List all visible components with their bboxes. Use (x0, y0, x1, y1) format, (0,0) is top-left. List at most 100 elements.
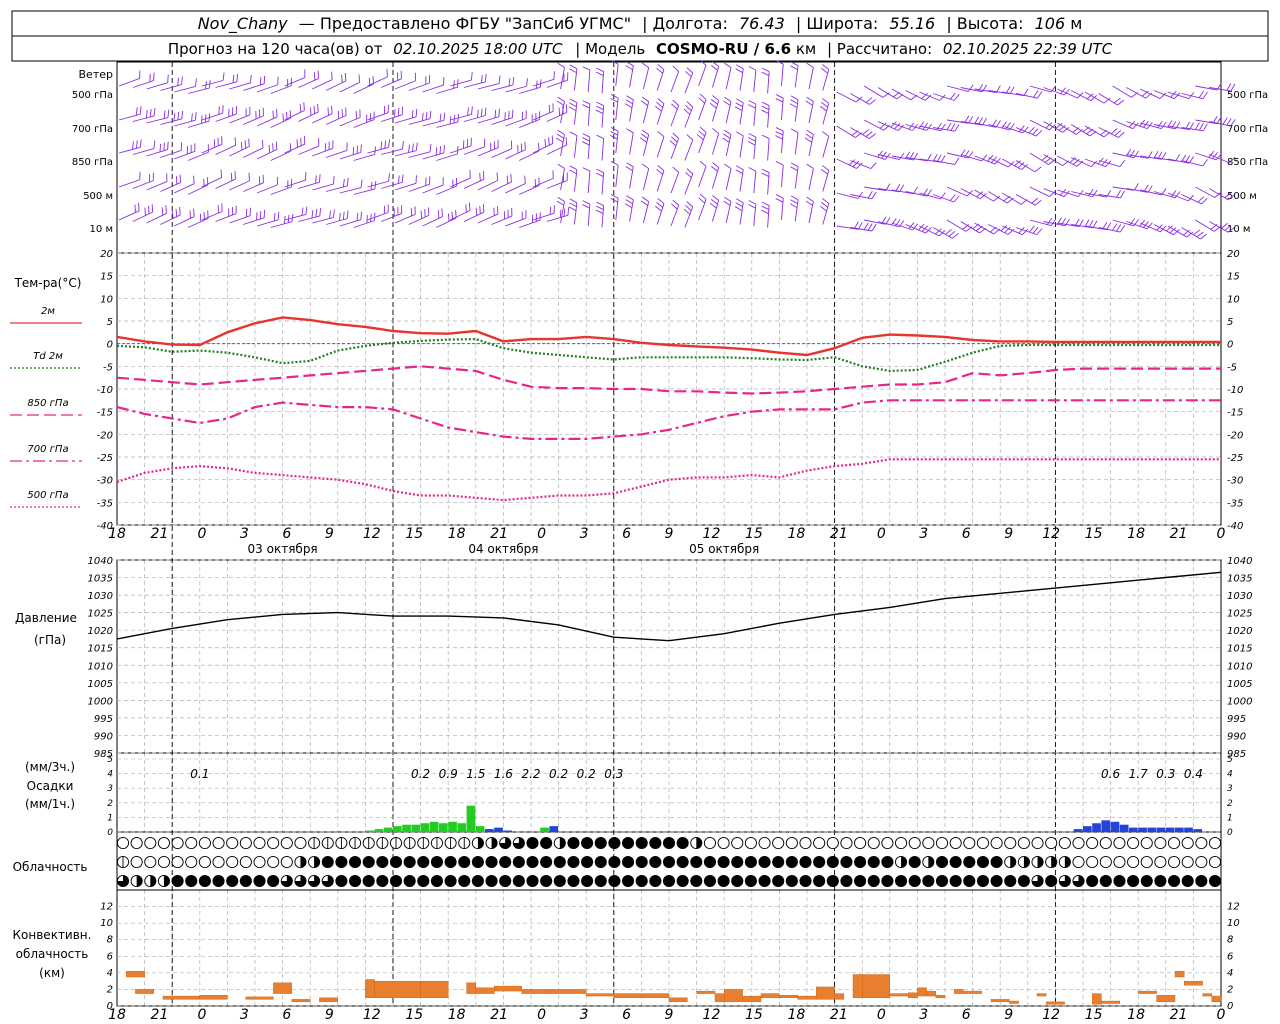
wind-barb (243, 75, 266, 91)
wind-barb (761, 134, 770, 161)
conv-bar (852, 974, 863, 998)
cloud-symbol (1154, 874, 1167, 888)
cloud-symbol (949, 855, 962, 869)
prec-bar (1147, 827, 1157, 832)
cloud-symbol (662, 874, 676, 888)
hour-tick-label-bottom: 9 (665, 1007, 674, 1023)
wind-barb (298, 70, 319, 88)
prec-total-label: 0.1 (190, 767, 209, 781)
wind-barb (187, 144, 209, 161)
cloud-symbol (499, 874, 512, 888)
cloud-symbol (171, 874, 184, 888)
pres-tick-label-right: 1020 (1227, 626, 1252, 637)
cloud-symbol (185, 855, 198, 869)
pres-tick-label: 1035 (88, 574, 113, 585)
hour-tick-label-top: 3 (580, 526, 589, 542)
temp-series-line (116, 316, 1221, 357)
wind-barb (284, 136, 306, 154)
hour-tick-label-bottom: 0 (537, 1007, 546, 1023)
wind-barb (256, 141, 278, 160)
wind-barb (1015, 160, 1042, 173)
wind-barb (569, 165, 578, 192)
wind-barb (734, 98, 744, 125)
wind-barb (684, 67, 694, 94)
cloud-symbol (348, 855, 362, 869)
wind-barb (270, 178, 293, 195)
wind-barb (408, 207, 430, 225)
wind-barb (118, 70, 141, 87)
wind-barb (422, 112, 446, 127)
wind-barb (1140, 120, 1167, 130)
wind-barb (734, 198, 744, 225)
wind-barb (697, 126, 707, 154)
cloud-symbol (267, 855, 280, 869)
cloud-symbol (1058, 855, 1071, 869)
cloud-symbol (1113, 855, 1126, 869)
wind-barb (626, 128, 634, 155)
cloud-symbol (308, 874, 321, 888)
cloud-symbol (1031, 855, 1044, 869)
wind-barb (174, 208, 195, 227)
computed-value: 02.10.2025 22:39 UTC (943, 40, 1113, 58)
cloud-symbol (226, 874, 239, 888)
cloud-symbol (1017, 836, 1030, 850)
cloud-symbol (1058, 874, 1071, 888)
conv-bar (1101, 1000, 1121, 1004)
wind-barb (877, 152, 905, 160)
temp-title: Тем-ра(°С) (14, 276, 82, 290)
conv-tick-label-right: 4 (1227, 968, 1233, 979)
prec-total-label: 0.3 (604, 767, 623, 781)
wind-barb (610, 127, 619, 154)
precipitation-panel: 5 5 4 4 3 3 2 2 1 1 0 0 (мм/3ч.) Осадки (мм/1ч.) 0.1 0.2… (25, 755, 1233, 838)
prec-bar (475, 826, 485, 832)
hour-tick-label-top: 18 (787, 526, 805, 542)
temp-tick-label: 10 (100, 294, 113, 305)
pres-tick-label-right: 1015 (1227, 644, 1252, 655)
wind-barb (1071, 157, 1098, 168)
conv-bar (291, 999, 311, 1003)
day-label: 04 октября (468, 542, 538, 556)
hour-tick-label-bottom: 12 (1042, 1007, 1060, 1023)
cloud-symbol (239, 855, 252, 869)
conv-bar (586, 993, 615, 997)
cloud-symbol (1127, 855, 1140, 869)
wind-barb (919, 153, 946, 163)
cloud-symbol (731, 836, 744, 850)
wind-barb (132, 72, 155, 88)
wind-barb (919, 225, 946, 237)
wind-barb (569, 131, 578, 158)
cloud-symbol (485, 855, 498, 869)
wind-barb (891, 186, 918, 195)
prec-total-label: 2.2 (521, 767, 540, 781)
hour-tick-label-top: 9 (325, 526, 334, 542)
conv-bar (908, 992, 918, 998)
wind-barb (408, 176, 431, 192)
temp-tick-label: -30 (97, 476, 113, 487)
wind-barb (174, 112, 197, 127)
temp-tick-label-right: 15 (1227, 272, 1240, 283)
wind-barb (256, 211, 280, 227)
wind-barb (735, 64, 744, 91)
wind-barb (201, 136, 223, 154)
pres-tick-label: 990 (94, 731, 113, 742)
wind-barb (698, 93, 707, 121)
wind-barb (325, 177, 349, 192)
wind-barb (698, 160, 707, 188)
wind-barb (505, 110, 527, 127)
cloud-symbol (376, 836, 389, 850)
prec-total-label: 0.6 (1101, 767, 1120, 781)
cloud-symbol (1181, 855, 1194, 869)
temp-tick-label-right: -15 (1227, 408, 1243, 419)
conv-bar (760, 993, 780, 998)
wind-barb (805, 196, 814, 224)
prec-bar (1184, 827, 1193, 832)
wind-barb (1208, 188, 1235, 201)
wind-barb (436, 79, 459, 94)
wind-barb (325, 107, 347, 125)
pres-tick-label: 1030 (88, 591, 113, 602)
cloud-symbol (116, 836, 130, 850)
cloud-symbol (676, 874, 689, 888)
wind-barb (850, 127, 876, 140)
hour-tick-label-bottom: 6 (962, 1007, 971, 1023)
